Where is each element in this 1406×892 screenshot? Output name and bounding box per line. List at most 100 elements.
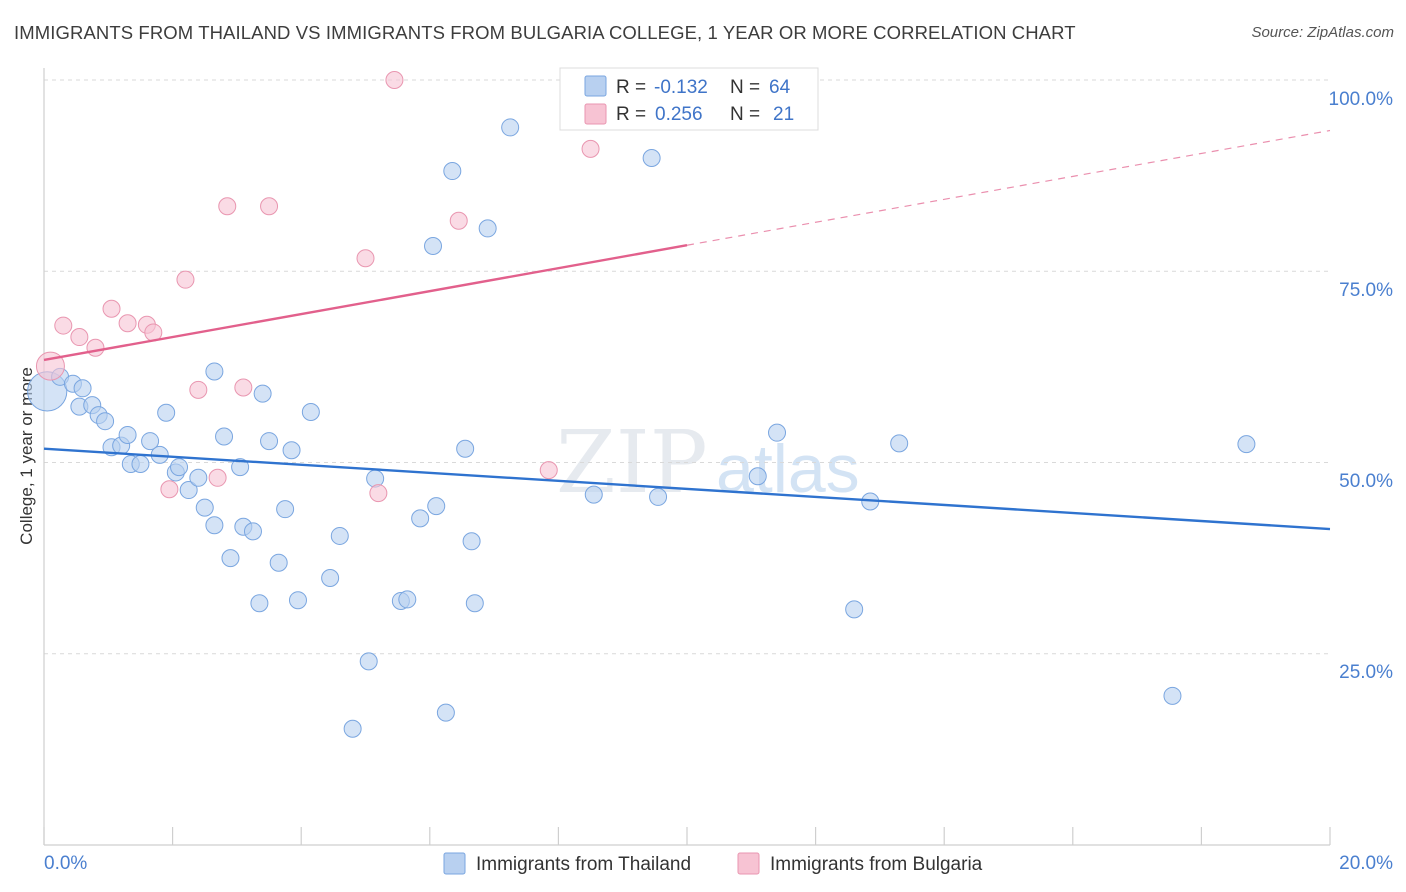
- bulgaria-point: [54, 316, 73, 335]
- legend-n-label-bulgaria: N =: [730, 104, 760, 125]
- series-thailand-points: [27, 118, 1256, 738]
- bulgaria-point: [176, 270, 195, 289]
- bulgaria-point: [260, 197, 279, 216]
- thailand-point: [398, 590, 417, 609]
- bulgaria-point: [539, 461, 558, 480]
- thailand-point: [96, 412, 115, 431]
- thailand-point: [1163, 686, 1182, 705]
- y-tick-label-50: 50.0%: [1339, 471, 1393, 492]
- bulgaria-point: [581, 139, 600, 158]
- correlation-legend: R = -0.132 N = 64 R = 0.256 N = 21: [559, 67, 819, 131]
- thailand-point: [215, 427, 234, 446]
- bulgaria-point: [449, 211, 468, 230]
- thailand-point: [131, 455, 150, 474]
- bottom-legend-label-thailand: Immigrants from Thailand: [476, 854, 691, 875]
- trend-line-bulgaria-extension: [686, 129, 1331, 246]
- thailand-point: [195, 498, 214, 517]
- legend-swatch-thailand: [584, 75, 607, 97]
- thailand-point: [890, 434, 909, 453]
- series-legend: Immigrants from Thailand Immigrants from…: [443, 852, 983, 875]
- thailand-point: [343, 719, 362, 738]
- thailand-point: [179, 481, 198, 500]
- thailand-point: [478, 219, 497, 238]
- legend-r-value-bulgaria: 0.256: [655, 104, 703, 125]
- thailand-point: [330, 526, 349, 545]
- bulgaria-point: [369, 484, 388, 503]
- thailand-point: [1237, 435, 1256, 454]
- thailand-point: [768, 423, 787, 442]
- thailand-point: [231, 458, 250, 477]
- y-tick-labels: 100.0% 75.0% 50.0% 25.0%: [1329, 89, 1394, 683]
- bulgaria-point: [160, 480, 179, 499]
- bulgaria-point: [208, 468, 227, 487]
- thailand-point: [205, 516, 224, 535]
- thailand-point: [366, 469, 385, 488]
- bulgaria-point: [86, 338, 105, 357]
- thailand-point: [157, 403, 176, 422]
- thailand-point: [243, 522, 262, 541]
- thailand-point: [443, 162, 462, 181]
- thailand-point: [748, 467, 767, 486]
- bulgaria-point: [385, 71, 404, 89]
- thailand-point: [359, 652, 378, 671]
- thailand-point: [276, 500, 295, 519]
- bottom-legend-swatch-bulgaria: [737, 852, 760, 875]
- thailand-point: [321, 569, 340, 588]
- legend-swatch-bulgaria: [584, 103, 607, 125]
- thailand-point: [141, 432, 160, 451]
- thailand-point: [584, 485, 603, 504]
- x-tick-label-min: 0.0%: [44, 853, 87, 874]
- y-axis-title: College, 1 year or more: [17, 367, 36, 545]
- bulgaria-point: [356, 249, 375, 268]
- thailand-point: [301, 403, 320, 422]
- thailand-point: [845, 600, 864, 619]
- chart-title: IMMIGRANTS FROM THAILAND VS IMMIGRANTS F…: [14, 22, 1076, 43]
- thailand-point: [253, 384, 272, 403]
- thailand-point: [427, 497, 446, 516]
- bulgaria-point: [118, 314, 137, 333]
- thailand-point: [221, 549, 240, 568]
- thailand-point: [269, 553, 288, 572]
- thailand-point: [642, 149, 661, 168]
- legend-r-label-thailand: R =: [616, 77, 646, 98]
- bottom-legend-label-bulgaria: Immigrants from Bulgaria: [770, 854, 983, 875]
- thailand-point: [411, 509, 430, 528]
- thailand-point: [501, 118, 520, 137]
- bulgaria-point: [218, 197, 237, 216]
- legend-n-value-bulgaria: 21: [773, 104, 794, 125]
- thailand-point: [436, 703, 455, 722]
- thailand-point: [456, 439, 475, 458]
- bottom-legend-swatch-thailand: [443, 852, 466, 875]
- trend-lines: [43, 129, 1331, 531]
- thailand-point: [205, 362, 224, 381]
- bulgaria-point: [234, 378, 253, 397]
- bulgaria-point: [102, 299, 121, 318]
- thailand-point: [465, 594, 484, 613]
- legend-r-value-thailand: -0.132: [654, 77, 708, 98]
- thailand-point: [282, 441, 301, 460]
- y-tick-label-100: 100.0%: [1329, 89, 1394, 110]
- thailand-point: [170, 458, 189, 477]
- thailand-point: [189, 468, 208, 487]
- bulgaria-point: [70, 328, 89, 347]
- thailand-point: [118, 425, 137, 444]
- thailand-point: [424, 237, 443, 256]
- thailand-point: [250, 594, 269, 613]
- x-tick-label-max: 20.0%: [1339, 853, 1393, 874]
- trend-line-thailand: [43, 447, 1331, 531]
- trend-line-bulgaria: [43, 244, 688, 362]
- thailand-point: [462, 532, 481, 551]
- bulgaria-point: [189, 380, 208, 399]
- thailand-point: [288, 591, 307, 610]
- y-tick-label-75: 75.0%: [1339, 280, 1393, 301]
- thailand-point: [73, 379, 92, 398]
- legend-n-label-thailand: N =: [730, 77, 760, 98]
- thailand-point: [260, 432, 279, 451]
- bulgaria-point: [35, 351, 65, 381]
- x-tick-marks: [43, 827, 1331, 845]
- source-credit: Source: ZipAtlas.com: [1251, 24, 1394, 41]
- y-tick-label-25: 25.0%: [1339, 662, 1393, 683]
- legend-r-label-bulgaria: R =: [616, 104, 646, 125]
- gridlines: [44, 79, 1330, 655]
